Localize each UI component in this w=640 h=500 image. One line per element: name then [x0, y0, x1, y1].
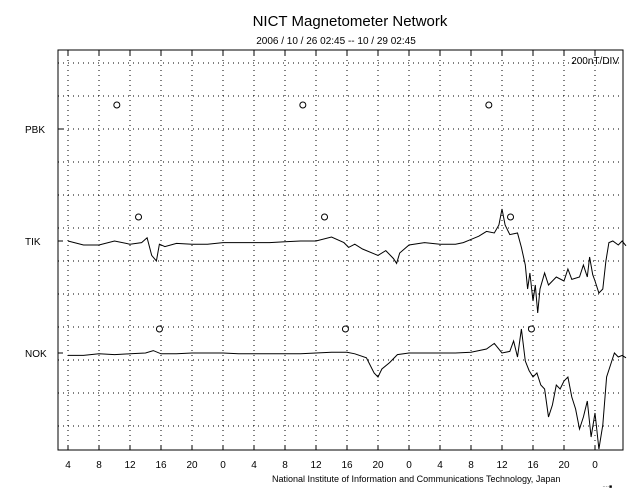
midnight-marker	[113, 101, 121, 109]
x-axis-ticks: 4 8 12 16 20 0 4 8 12 16 20 0 4 8 12 16 20 0	[65, 460, 598, 471]
midnight-marker	[155, 325, 163, 333]
trace-nok	[68, 328, 627, 450]
x-tick-label: 8	[468, 460, 474, 471]
midnight-marker	[527, 325, 535, 333]
chart-title: NICT Magnetometer Network	[253, 13, 448, 30]
x-tick-label: 20	[186, 460, 198, 471]
station-traces	[67, 208, 627, 450]
midnight-marker	[299, 101, 307, 109]
x-tick-label: 8	[282, 460, 288, 471]
chart-subtitle: 2006 / 10 / 26 02:45 -- 10 / 29 02:45	[256, 36, 416, 47]
scale-label: 200nT/DIV	[571, 56, 619, 67]
x-tick-label: 20	[372, 460, 384, 471]
midnight-markers	[113, 101, 535, 333]
midnight-marker	[135, 213, 143, 221]
station-label: PBK	[25, 125, 45, 136]
x-tick-label: 4	[437, 460, 443, 471]
x-tick-label: 12	[124, 460, 136, 471]
plot-grid	[58, 50, 623, 450]
x-tick-label: 8	[96, 460, 102, 471]
x-tick-label: 4	[251, 460, 257, 471]
plot-frame	[57, 49, 624, 451]
x-tick-label: 4	[65, 460, 71, 471]
x-tick-label: 16	[527, 460, 539, 471]
station-labels: PBK TIK NOK	[25, 125, 63, 360]
midnight-marker	[321, 213, 329, 221]
trace-tik	[67, 208, 627, 314]
station-label: TIK	[25, 237, 41, 248]
x-tick-label: 16	[341, 460, 353, 471]
credit-text: National Institute of Information and Co…	[272, 474, 560, 484]
x-tick-label: 0	[592, 460, 598, 471]
x-tick-label: 12	[496, 460, 508, 471]
midnight-marker	[485, 101, 493, 109]
x-tick-label: 12	[310, 460, 322, 471]
midnight-marker	[341, 325, 349, 333]
x-tick-label: 0	[220, 460, 226, 471]
station-label: NOK	[25, 349, 47, 360]
x-tick-label: 20	[558, 460, 570, 471]
x-tick-label: 0	[406, 460, 412, 471]
midnight-marker	[507, 213, 515, 221]
x-tick-label: 16	[155, 460, 167, 471]
corner-mark: ····■	[602, 484, 612, 490]
